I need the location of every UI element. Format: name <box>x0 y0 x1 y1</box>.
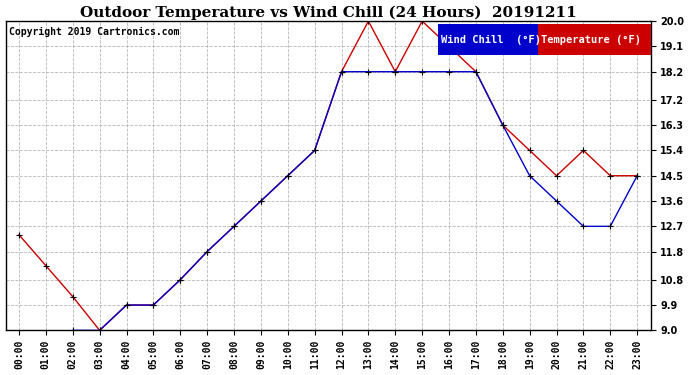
Text: Wind Chill  (°F): Wind Chill (°F) <box>441 34 541 45</box>
Title: Outdoor Temperature vs Wind Chill (24 Hours)  20191211: Outdoor Temperature vs Wind Chill (24 Ho… <box>80 6 576 20</box>
Text: Copyright 2019 Cartronics.com: Copyright 2019 Cartronics.com <box>9 27 179 38</box>
FancyBboxPatch shape <box>538 24 651 55</box>
FancyBboxPatch shape <box>437 24 538 55</box>
Text: Temperature (°F): Temperature (°F) <box>541 34 641 45</box>
